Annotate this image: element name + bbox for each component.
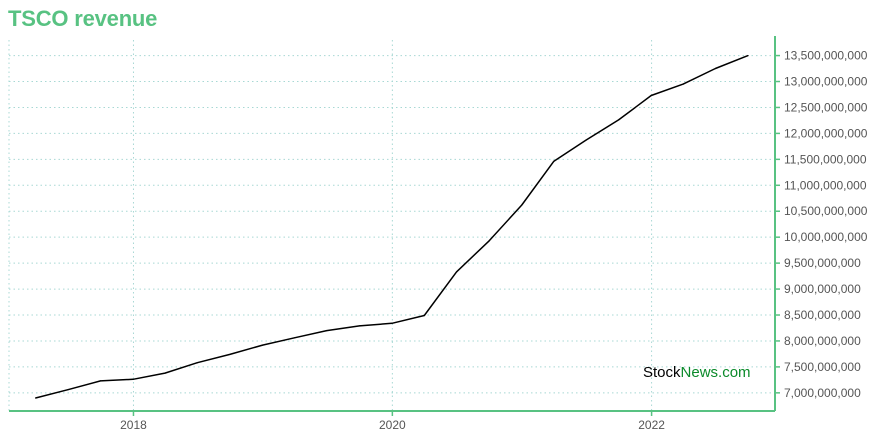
revenue-data-point bbox=[293, 337, 296, 339]
revenue-data-point bbox=[521, 204, 523, 206]
y-tick-label: 10,500,000,000 bbox=[784, 204, 868, 218]
y-tick-label: 7,500,000,000 bbox=[784, 360, 861, 374]
revenue-data-point bbox=[99, 380, 102, 382]
y-tick-label: 10,000,000,000 bbox=[784, 230, 868, 244]
revenue-data-point bbox=[358, 325, 360, 327]
revenue-data-point bbox=[650, 94, 652, 97]
y-tick-label: 7,000,000,000 bbox=[784, 386, 861, 400]
x-tick-labels: 2018 2020 2022 bbox=[120, 418, 665, 432]
y-tick-label: 8,000,000,000 bbox=[784, 334, 861, 348]
revenue-data-point bbox=[67, 389, 69, 391]
y-tick-label: 8,500,000,000 bbox=[784, 308, 861, 322]
series-layer bbox=[34, 54, 749, 399]
stocknews-watermark: StockNews.com bbox=[643, 364, 751, 382]
watermark-news: News.com bbox=[680, 364, 751, 381]
revenue-data-point bbox=[682, 83, 684, 85]
watermark-stock: Stock bbox=[643, 364, 681, 381]
y-tick-label: 13,500,000,000 bbox=[784, 49, 868, 63]
revenue-data-point bbox=[132, 378, 134, 380]
revenue-data-point bbox=[714, 67, 717, 70]
y-tick-labels: 7,000,000,000 7,500,000,000 8,000,000,000 8… bbox=[784, 49, 868, 400]
axes bbox=[9, 36, 780, 416]
y-tick-label: 9,500,000,000 bbox=[784, 256, 861, 270]
revenue-data-point bbox=[488, 240, 490, 242]
revenue-data-point bbox=[585, 139, 587, 141]
y-tick-label: 9,000,000,000 bbox=[784, 282, 861, 296]
revenue-data-point bbox=[618, 119, 620, 121]
revenue-data-point bbox=[261, 344, 264, 346]
revenue-data-point bbox=[553, 160, 555, 163]
revenue-data-point bbox=[747, 54, 749, 57]
y-tick-label: 13,000,000,000 bbox=[784, 75, 868, 89]
revenue-data-point bbox=[391, 322, 393, 324]
y-tick-label: 12,000,000,000 bbox=[784, 126, 868, 140]
revenue-data-point bbox=[34, 397, 37, 399]
chart-title: TSCO revenue bbox=[8, 6, 158, 31]
y-tick-label: 12,500,000,000 bbox=[784, 100, 868, 114]
revenue-data-point bbox=[455, 271, 458, 273]
revenue-data-point bbox=[229, 353, 231, 356]
y-tick-label: 11,000,000,000 bbox=[784, 178, 867, 192]
revenue-data-point bbox=[196, 362, 198, 364]
x-tick-label: 2022 bbox=[638, 418, 665, 432]
x-tick-label: 2020 bbox=[379, 418, 406, 432]
grid-lines bbox=[8, 40, 775, 411]
x-tick-label: 2018 bbox=[120, 418, 147, 432]
revenue-data-point bbox=[423, 314, 425, 317]
revenue-data-point bbox=[326, 329, 328, 332]
y-tick-label: 11,500,000,000 bbox=[784, 152, 867, 166]
revenue-data-point bbox=[164, 372, 166, 374]
